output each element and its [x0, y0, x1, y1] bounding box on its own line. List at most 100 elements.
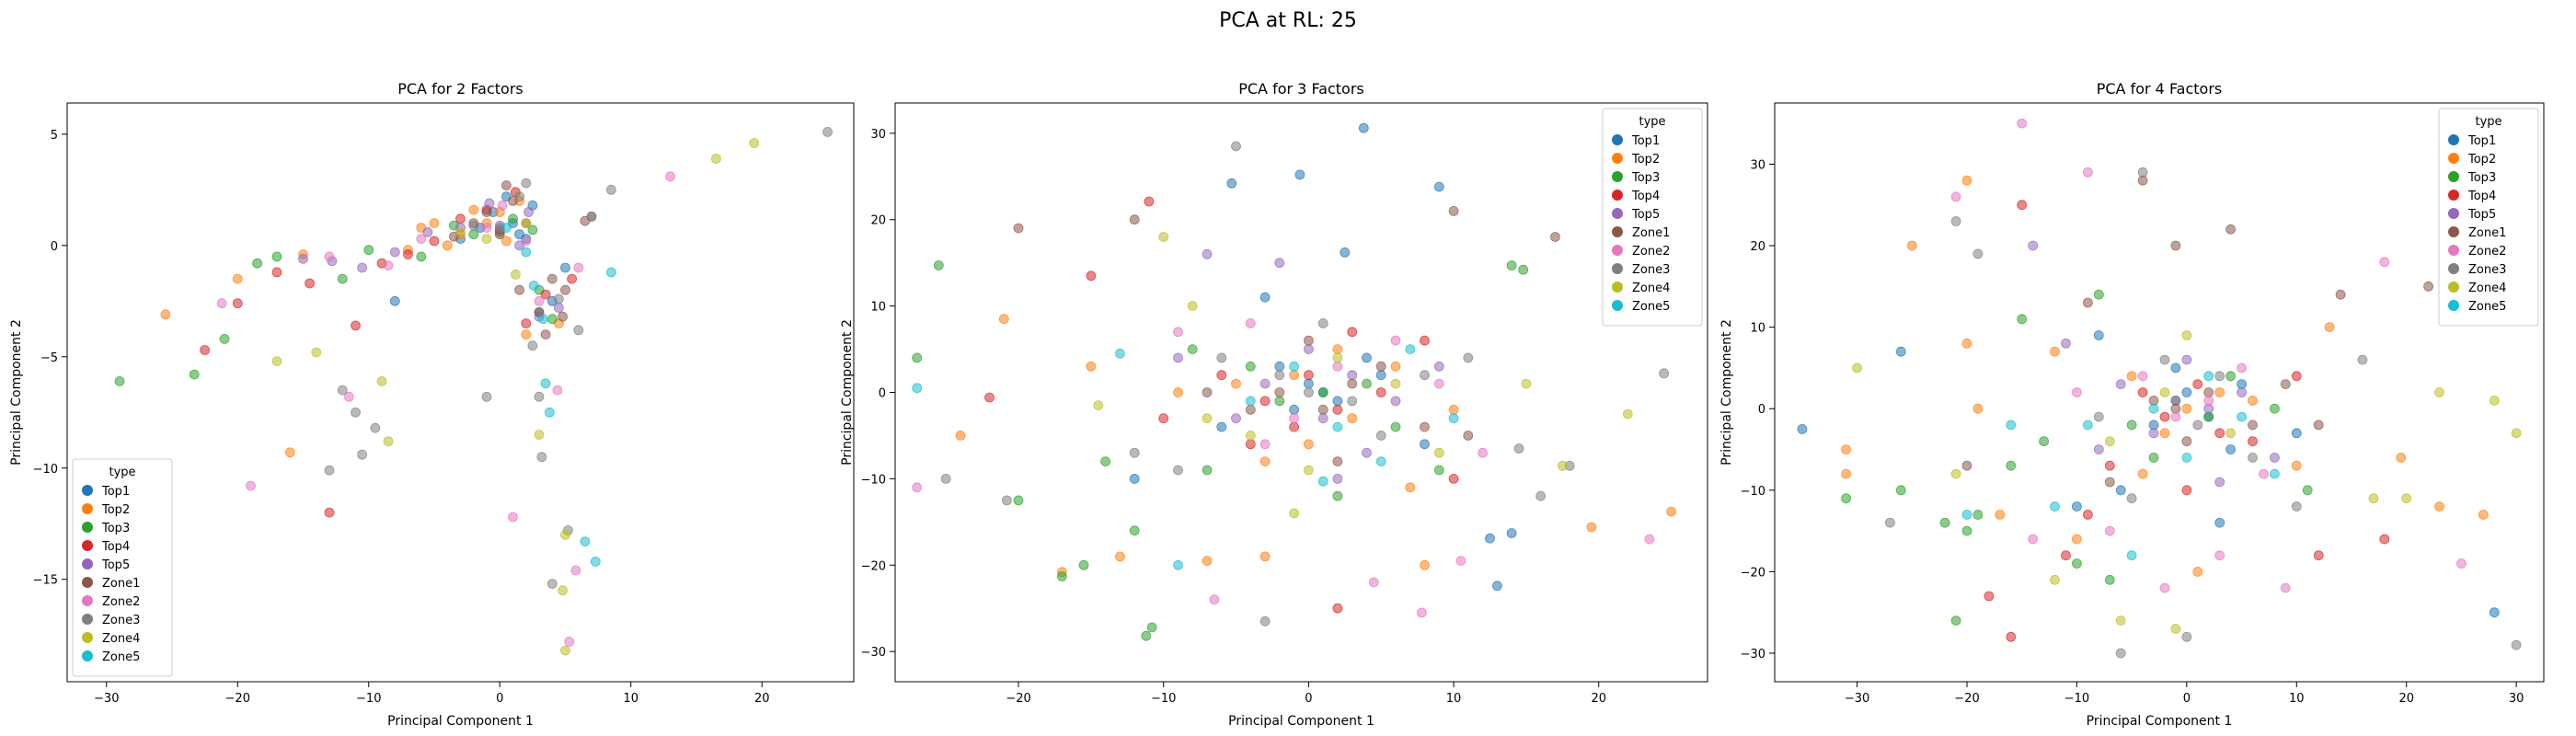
scatter-point-top3	[1146, 622, 1157, 633]
scatter-point-top4	[540, 289, 551, 300]
scatter-point-zone3	[586, 211, 597, 222]
scatter-point-top1	[1358, 122, 1369, 133]
scatter-point-zone4	[2225, 428, 2237, 439]
scatter-point-zone3	[2159, 354, 2170, 365]
scatter-point-zone1	[1245, 404, 1256, 415]
scatter-point-zone2	[2259, 468, 2269, 479]
scatter-point-top4	[200, 345, 211, 355]
scatter-point-zone2	[324, 251, 335, 262]
scatter-point-top1	[1340, 247, 1351, 258]
scatter-point-top4	[2192, 379, 2203, 390]
scatter-point-zone2	[1390, 335, 1401, 346]
scatter-point-top2	[501, 236, 512, 247]
scatter-point-top4	[455, 213, 466, 224]
legend-marker-zone3	[2448, 263, 2459, 274]
scatter-point-zone5	[2203, 371, 2214, 382]
scatter-points	[114, 126, 833, 656]
scatter-point-top2	[1304, 439, 1314, 450]
scatter-point-zone3	[573, 325, 584, 336]
scatter-point-top5	[484, 198, 495, 209]
legend-label-top2: Top2	[2467, 153, 2496, 167]
scatter-point-top2	[521, 329, 532, 340]
scatter-point-top4	[403, 249, 413, 259]
x-tick-label: 0	[2183, 692, 2191, 706]
scatter-point-zone3	[527, 340, 538, 351]
y-tick-label: −10	[861, 473, 886, 487]
y-tick-label: 0	[1758, 403, 1765, 417]
scatter-point-top2	[1666, 506, 1676, 517]
scatter-point-top2	[1259, 551, 1271, 562]
y-tick-label: −30	[861, 646, 886, 660]
scatter-point-top4	[1332, 603, 1343, 614]
scatter-point-top3	[2006, 460, 2017, 471]
legend-marker-zone1	[2448, 226, 2459, 237]
legend-label-zone5: Zone5	[102, 650, 140, 664]
scatter-point-zone4	[2489, 395, 2500, 406]
y-tick-label: −10	[33, 463, 58, 477]
scatter-point-zone4	[1289, 508, 1299, 519]
scatter-point-zone1	[540, 329, 551, 340]
scatter-point-top3	[1056, 571, 1067, 581]
scatter-point-zone3	[468, 220, 479, 231]
scatter-point-top4	[1347, 327, 1358, 338]
legend-marker-top3	[82, 522, 93, 533]
scatter-point-zone4	[1557, 460, 1568, 471]
scatter-point-zone3	[1950, 216, 1961, 226]
scatter-point-zone4	[2115, 615, 2126, 626]
legend-marker-zone2	[82, 595, 93, 606]
scatter-point-zone3	[822, 126, 833, 137]
scatter-point-top5	[1332, 474, 1343, 484]
scatter-point-top4	[429, 236, 440, 247]
scatter-point-zone5	[1115, 348, 1125, 359]
scatter-point-top3	[1506, 260, 1517, 270]
scatter-point-zone3	[1347, 396, 1358, 407]
scatter-point-zone2	[1368, 577, 1379, 588]
y-tick-label: 20	[1750, 240, 1765, 254]
legend-marker-zone4	[82, 632, 93, 643]
scatter-point-top4	[567, 273, 577, 284]
legend-title: type	[109, 466, 135, 479]
scatter-point-top3	[2039, 436, 2050, 447]
scatter-point-zone4	[1158, 232, 1169, 242]
scatter-point-top3	[2126, 420, 2137, 431]
legend-label-top4: Top4	[1631, 190, 1660, 203]
scatter-point-top2	[2137, 468, 2148, 479]
scatter-point-zone3	[1463, 352, 1474, 363]
scatter-point-top4	[1420, 335, 1430, 346]
scatter-point-zone2	[570, 565, 581, 576]
scatter-point-top1	[2170, 362, 2181, 374]
scatter-point-zone1	[1013, 223, 1024, 234]
scatter-point-top3	[1390, 421, 1401, 432]
scatter-point-top5	[2115, 379, 2126, 390]
scatter-point-zone3	[2181, 631, 2192, 642]
scatter-point-top4	[2006, 631, 2017, 642]
scatter-point-zone5	[1405, 344, 1416, 355]
scatter-point-top3	[189, 369, 200, 380]
legend-marker-top5	[2448, 208, 2459, 219]
y-tick-label: 30	[870, 128, 886, 142]
scatter-point-top2	[1347, 413, 1358, 424]
scatter-point-zone1	[2225, 224, 2237, 235]
scatter-point-top1	[2489, 607, 2500, 618]
scatter-point-zone2	[2028, 534, 2039, 545]
legend: type Top1 Top2 Top3 Top4 Top5 Zone1 Zone2 Zone3 Z…	[1602, 108, 1703, 327]
y-tick-label: −20	[1741, 566, 1765, 580]
scatter-point-top4	[1304, 370, 1314, 381]
scatter-point-zone1	[1375, 361, 1386, 372]
scatter-point-top3	[219, 333, 230, 344]
scatter-point-zone4	[711, 154, 721, 164]
scatter-point-zone3	[1317, 317, 1328, 328]
scatter-point-top5	[1259, 378, 1271, 389]
scatter-point-top2	[1405, 482, 1416, 493]
scatter-point-zone5	[2050, 501, 2060, 512]
x-tick-label: −20	[1954, 692, 1979, 706]
scatter-point-top5	[1202, 248, 1213, 259]
legend-box	[2438, 108, 2539, 327]
scatter-point-zone1	[481, 207, 492, 217]
scatter-point-top5	[2237, 387, 2248, 397]
scatter-point-zone2	[481, 223, 492, 233]
scatter-point-top3	[1100, 456, 1110, 467]
x-axis-label: Principal Component 1	[387, 714, 534, 729]
scatter-point-top2	[1841, 468, 1851, 479]
x-tick-label: 10	[623, 692, 638, 706]
